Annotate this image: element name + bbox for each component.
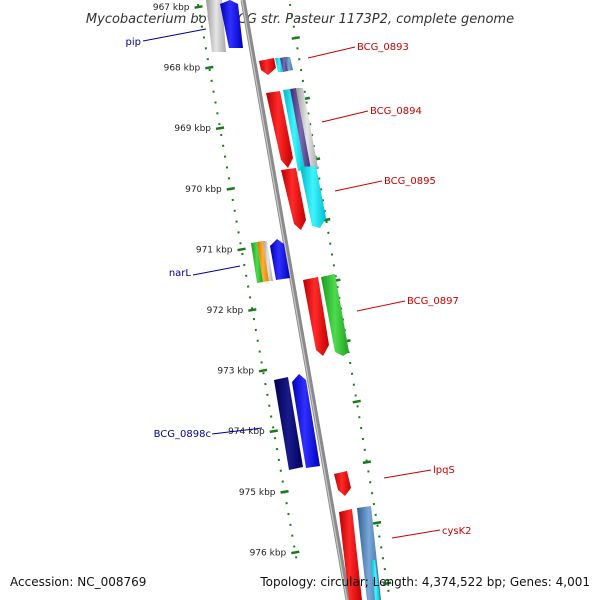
forward-tick-track <box>289 3 391 600</box>
kbp-tick-label: 972 kbp <box>207 306 244 316</box>
map-title: Mycobacterium bovis BCG str. Pasteur 117… <box>86 12 514 27</box>
gene-arrow[interactable] <box>371 560 380 600</box>
kbp-tick-label: 974 kbp <box>228 427 265 437</box>
forward-tick-mark <box>352 399 361 404</box>
backbone-highlight <box>241 0 348 600</box>
gene-arrow[interactable] <box>259 58 276 75</box>
forward-tick-mark <box>382 581 392 586</box>
gene-arrow[interactable] <box>206 0 226 52</box>
gene-arrow[interactable] <box>251 242 263 283</box>
callout-line <box>211 427 263 435</box>
gene-arrow[interactable] <box>339 509 362 600</box>
genome-summary-text: Topology: circular; Length: 4,374,522 bp… <box>259 575 590 589</box>
gene-arrow[interactable] <box>280 57 288 72</box>
callout-line <box>356 300 406 312</box>
kbp-tick-label: 975 kbp <box>239 488 276 498</box>
gene-label-lpqs[interactable]: lpqS <box>433 465 455 476</box>
gene-arrow[interactable] <box>296 88 318 169</box>
gene-arrow[interactable] <box>263 241 273 281</box>
gene-arrow[interactable] <box>283 89 305 171</box>
callout-line <box>307 46 356 59</box>
forward-callouts <box>307 46 441 539</box>
kbp-tick-mark <box>215 126 225 131</box>
gene-label-narl[interactable]: narL <box>169 268 192 279</box>
kbp-tick-label: 970 kbp <box>185 185 222 195</box>
forward-tick-mark <box>372 520 382 525</box>
kbp-tick-mark <box>248 308 257 312</box>
callout-line <box>334 180 383 192</box>
kbp-tick-mark <box>258 368 268 373</box>
gene-arrow[interactable] <box>266 91 293 168</box>
kbp-tick-label: 976 kbp <box>250 548 287 558</box>
kbp-tick-mark <box>226 186 236 191</box>
kbp-tick-label: 971 kbp <box>196 245 233 255</box>
gene-arrow[interactable] <box>274 377 303 470</box>
reverse-tick-track <box>197 3 298 563</box>
kbp-tick-mark <box>280 489 289 494</box>
callout-line <box>391 529 441 539</box>
forward-tick-mark <box>291 36 300 40</box>
callout-line <box>142 28 207 42</box>
gene-arrow[interactable] <box>290 88 311 170</box>
kbp-tick-label: 969 kbp <box>174 124 211 134</box>
gene-label-bcg-0893[interactable]: BCG_0893 <box>357 42 409 53</box>
forward-tick-mark <box>362 460 372 465</box>
kbp-tick-label: 973 kbp <box>217 367 254 377</box>
reverse-callouts <box>142 28 263 435</box>
gene-label-bcg-0897[interactable]: BCG_0897 <box>407 296 459 307</box>
kbp-tick-mark <box>291 550 300 555</box>
accession-text: Accession: NC_008769 <box>10 575 146 589</box>
gene-arrow[interactable] <box>270 239 290 280</box>
gene-arrow[interactable] <box>281 168 306 230</box>
gene-arrow[interactable] <box>285 57 293 71</box>
gene-label-bcg-0898c[interactable]: BCG_0898c <box>154 429 211 440</box>
gene-arrow[interactable] <box>300 166 326 228</box>
gene-arrow[interactable] <box>303 277 329 356</box>
gene-arrow[interactable] <box>275 58 283 72</box>
gene-arrow[interactable] <box>292 374 320 468</box>
gene-label-cysk2[interactable]: cysK2 <box>442 526 472 537</box>
gene-arrow[interactable] <box>321 274 349 356</box>
kbp-tick-mark <box>194 5 203 9</box>
gene-arrow[interactable] <box>220 0 243 48</box>
kbp-tick-label: 968 kbp <box>164 64 201 74</box>
kbp-tick-label: 967 kbp <box>153 3 190 13</box>
callout-line <box>192 265 241 276</box>
gene-arrow[interactable] <box>334 471 351 496</box>
kbp-tick-mark <box>237 247 246 252</box>
kbp-tick-mark <box>269 429 279 434</box>
gene-arrow[interactable] <box>257 241 269 282</box>
forward-strand-genes <box>259 57 381 600</box>
gene-label-pip[interactable]: pip <box>126 37 141 48</box>
genome-backbone <box>240 0 351 600</box>
gene-label-bcg-0895[interactable]: BCG_0895 <box>384 176 436 187</box>
gene-label-bcg-0894[interactable]: BCG_0894 <box>370 106 422 117</box>
callout-line <box>383 469 432 479</box>
kbp-tick-mark <box>205 65 214 70</box>
reverse-strand-genes <box>206 0 320 470</box>
callout-line <box>321 110 369 123</box>
